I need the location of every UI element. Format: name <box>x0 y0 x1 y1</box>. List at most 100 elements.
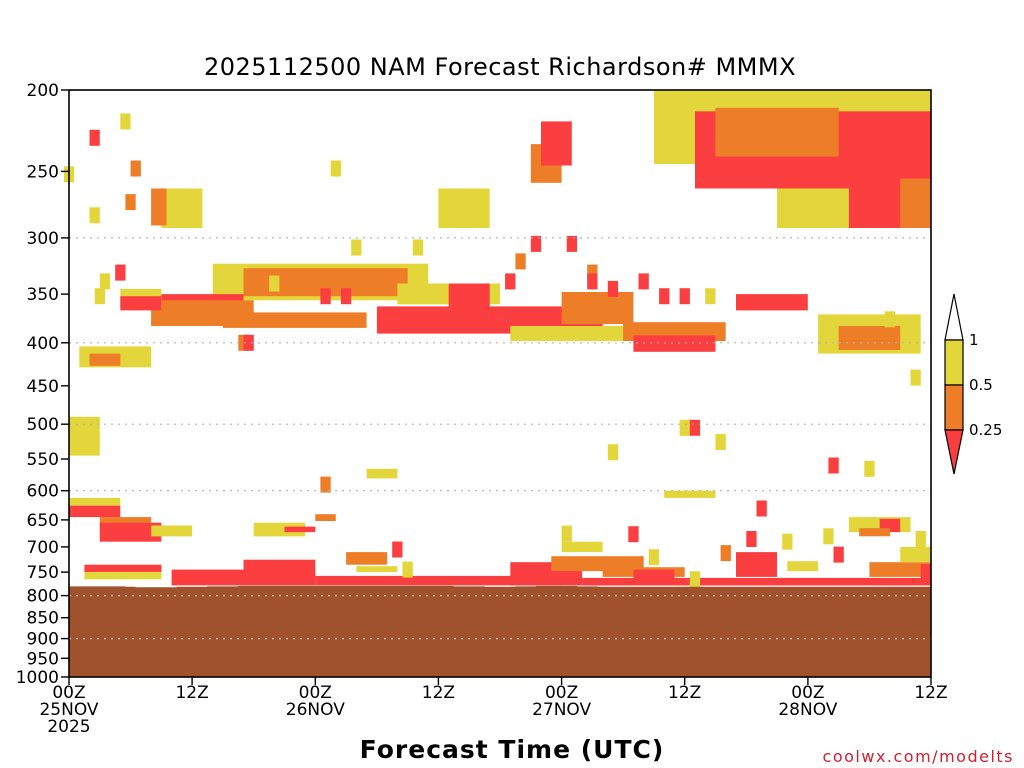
y-tick-label: 650 <box>27 511 59 531</box>
legend-swatch-low <box>944 429 964 475</box>
ri-cell-mid <box>515 253 526 270</box>
ri-cell-low <box>833 546 844 563</box>
ri-region-low <box>99 522 162 542</box>
ri-cell-low <box>115 264 126 281</box>
ri-region-mid <box>315 514 336 521</box>
ri-region-mid <box>859 528 890 537</box>
ri-cell-low <box>689 419 701 436</box>
y-tick-label: 200 <box>27 81 59 101</box>
x-tick-label: 12Z <box>175 683 208 703</box>
y-tick-label: 450 <box>27 377 59 397</box>
ri-region-high <box>510 326 634 341</box>
ri-region-mid <box>89 353 121 366</box>
x-tick-label: 2025 <box>47 717 90 737</box>
ri-cell-high <box>910 369 921 386</box>
x-tick-label: 00Z <box>545 683 578 703</box>
x-tick-label: 25NOV <box>39 700 98 720</box>
ri-region-low <box>633 335 716 352</box>
ri-region-low <box>582 577 931 586</box>
ri-cell-low <box>828 457 839 474</box>
ri-cell-high <box>607 444 619 461</box>
y-tick-label: 900 <box>27 630 59 650</box>
y-axis: 200 250 300 350 400 450 500 550 600 650 700 750 8008… <box>16 81 69 688</box>
richardson-cells <box>63 90 931 588</box>
ri-cell-mid <box>130 160 141 177</box>
ri-region-high <box>787 561 819 572</box>
legend-threshold-label: 0.25 <box>969 421 1002 439</box>
ri-region-low <box>84 564 162 573</box>
plot-frame <box>68 89 932 678</box>
ri-region-high <box>161 188 203 228</box>
ri-cell-low <box>243 334 254 351</box>
ri-cell-high <box>89 207 100 224</box>
ri-cell-mid <box>238 334 249 351</box>
ri-cell-low <box>566 235 577 252</box>
y-tick-label: 800 <box>27 587 59 607</box>
y-tick-label: 600 <box>27 482 59 502</box>
ri-cell-low <box>587 273 598 290</box>
ri-cell-low <box>920 564 931 581</box>
x-tick-label: 28NOV <box>778 700 837 720</box>
ri-region-mid <box>151 188 167 226</box>
x-axis-label: Forecast Time (UTC) <box>360 735 665 764</box>
x-tick-label: 00Z <box>299 683 332 703</box>
x-tick-label: 12Z <box>422 683 455 703</box>
y-tick-label: 1000 <box>16 668 59 688</box>
ri-region-low <box>284 526 316 533</box>
ri-region-low <box>69 505 121 518</box>
x-tick-label: 12Z <box>914 683 947 703</box>
y-tick-label: 950 <box>27 649 59 669</box>
ri-cell-high <box>782 533 793 550</box>
ri-cell-high <box>705 288 716 305</box>
ri-cell-high <box>94 288 105 305</box>
y-tick-label: 350 <box>27 285 59 305</box>
ri-cell-high <box>330 160 341 177</box>
ri-region-low <box>736 294 808 311</box>
x-tick-label: 27NOV <box>532 700 591 720</box>
ri-region-mid <box>222 312 367 328</box>
y-tick-label: 400 <box>27 334 59 354</box>
ri-region-low <box>171 569 316 586</box>
ri-region-low <box>448 283 490 311</box>
ri-cell-high <box>915 531 926 547</box>
y-tick-label: 300 <box>27 229 59 249</box>
y-tick-label: 750 <box>27 563 59 583</box>
y-tick-label: 700 <box>27 538 59 558</box>
ri-region-low <box>120 296 162 311</box>
legend-swatch-mid <box>944 384 964 431</box>
ri-cell-high <box>823 528 834 545</box>
ri-cell-high <box>120 113 131 130</box>
ri-region-low <box>541 121 572 166</box>
ri-region-high <box>900 546 931 563</box>
ri-cell-high <box>648 549 660 566</box>
ri-cell-low <box>607 280 619 297</box>
ri-cell-low <box>392 541 403 558</box>
ri-cell-high <box>561 525 572 542</box>
ri-region-mid <box>715 107 839 157</box>
ri-region-high <box>69 497 121 506</box>
ri-region-high <box>151 525 193 537</box>
ri-cell-low <box>89 129 100 146</box>
legend-top-arrow <box>944 293 964 341</box>
ri-region-mid <box>838 326 901 350</box>
ri-region-mid <box>346 552 388 565</box>
ri-cell-low <box>756 500 767 517</box>
x-tick-label: 26NOV <box>286 700 345 720</box>
ri-region-high <box>69 416 100 456</box>
x-tick-label: 00Z <box>791 683 824 703</box>
y-tick-label: 550 <box>27 450 59 470</box>
ri-cell-high <box>351 239 362 256</box>
ri-region-high <box>84 572 162 580</box>
ri-region-high <box>664 490 716 498</box>
ri-cell-low <box>746 531 757 547</box>
ri-cell-high <box>269 275 280 292</box>
legend: 1 0.5 0.25 <box>944 293 1002 475</box>
ri-region-high <box>438 188 490 228</box>
chart-title: 2025112500 NAM Forecast Richardson# MMMX <box>204 53 796 81</box>
ri-cell-high <box>884 311 896 328</box>
ri-cell-mid <box>320 476 331 493</box>
ri-region-mid <box>561 292 634 325</box>
ri-cell-low <box>320 288 331 305</box>
ri-cell-high <box>689 571 701 588</box>
ri-cell-mid <box>587 264 598 281</box>
